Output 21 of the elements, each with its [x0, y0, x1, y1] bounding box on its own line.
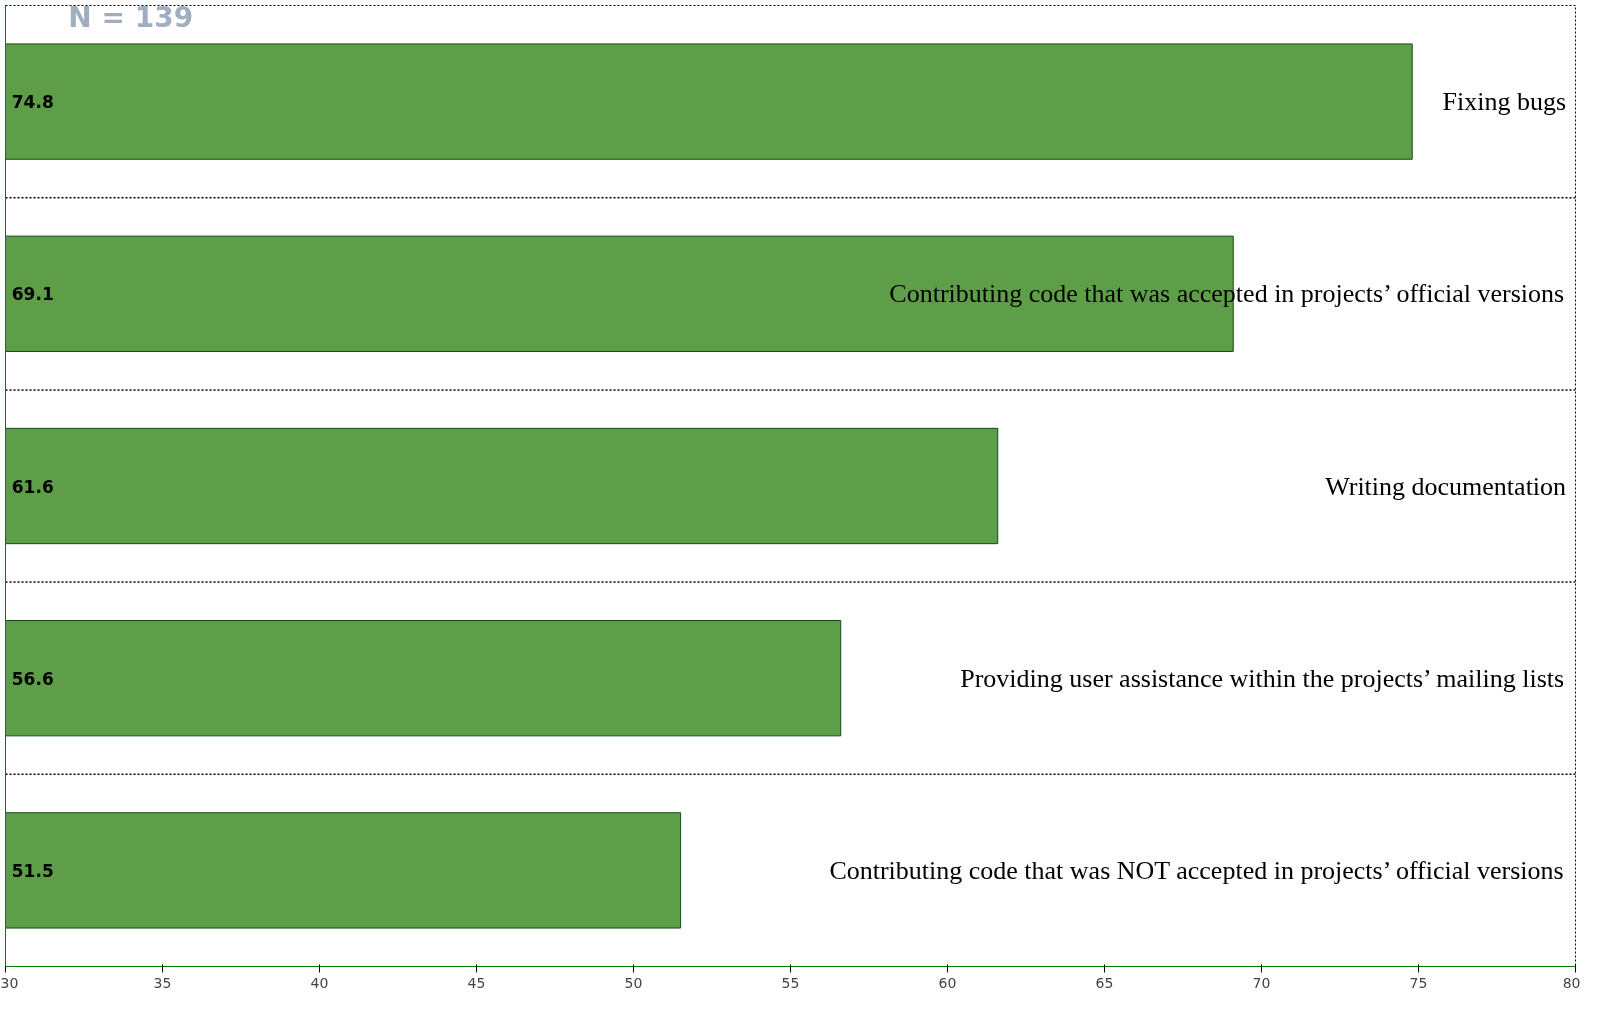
y-tick-label: Writing documentation — [1325, 471, 1567, 501]
x-tick-label: 35 — [153, 974, 172, 991]
data-label: 61.6 — [11, 476, 54, 497]
data-label: 69.1 — [11, 284, 54, 305]
data-label: 56.6 — [11, 668, 54, 689]
x-tick-label: 30 — [0, 974, 19, 991]
y-tick-label: Fixing bugs — [1442, 87, 1567, 117]
x-tick-label: 80 — [1562, 974, 1581, 991]
x-tick-label: 70 — [1252, 974, 1271, 991]
x-tick-label: 50 — [624, 974, 643, 991]
data-label: 51.5 — [11, 860, 54, 881]
x-tick-label: 40 — [310, 974, 329, 991]
annotation: N = 139 — [68, 1, 194, 34]
data-label: 74.8 — [11, 92, 54, 113]
y-tick-label: Providing user assistance within the projects’ mailing lists — [960, 663, 1565, 693]
x-tick-label: 55 — [781, 974, 800, 991]
x-tick-label: 45 — [467, 974, 486, 991]
x-tick-label: 65 — [1095, 974, 1114, 991]
y-tick-label: Contributing code that was NOT accepted in projects’ official versions — [829, 855, 1564, 885]
x-tick-label: 75 — [1409, 974, 1428, 991]
x-tick-label: 60 — [938, 974, 957, 991]
